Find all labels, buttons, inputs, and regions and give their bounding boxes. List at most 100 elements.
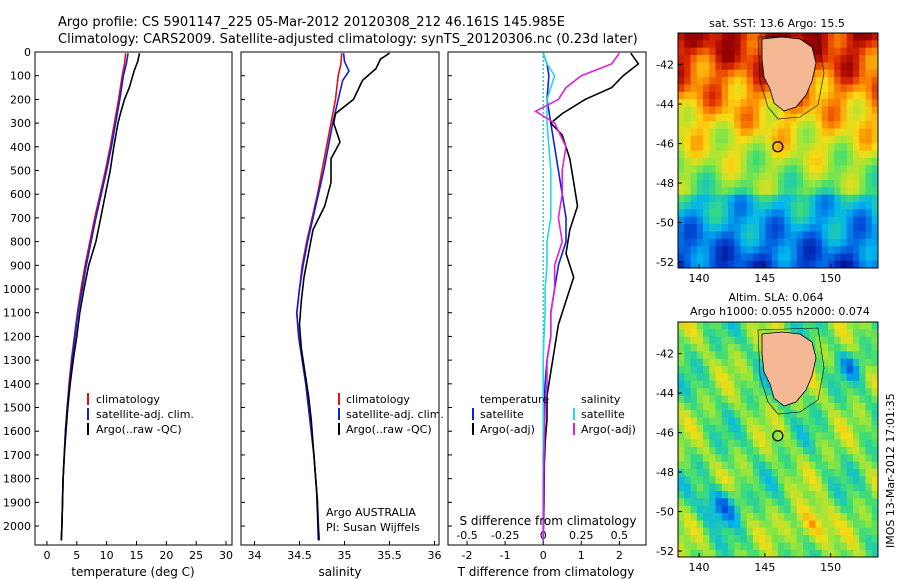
heatmap-cell — [728, 238, 735, 247]
heatmap-cell — [859, 513, 866, 521]
heatmap-cell — [859, 439, 866, 448]
heatmap-cell — [753, 238, 760, 247]
heatmap-cell — [753, 469, 760, 477]
heatmap-cell — [740, 373, 748, 382]
heatmap-cell — [728, 135, 735, 144]
heatmap-cell — [859, 491, 866, 499]
series-line-satellite-salinity — [542, 52, 556, 541]
heatmap-cell — [809, 128, 816, 137]
x-tick-label: 34 — [248, 549, 262, 562]
heatmap-cell — [821, 209, 829, 218]
heatmap-cell — [778, 417, 785, 426]
heatmap-cell — [853, 99, 860, 107]
series-line-argo-adj--salinity — [533, 52, 620, 541]
heatmap-cell — [765, 483, 773, 492]
heatmap-cell — [815, 180, 823, 188]
heatmap-cell — [684, 106, 691, 115]
heatmap-cell — [834, 253, 841, 262]
heatmap-cell — [678, 69, 685, 78]
heatmap-cell — [715, 454, 723, 463]
heatmap-cell — [728, 209, 735, 218]
heatmap-cell — [728, 157, 735, 166]
heatmap-cell — [815, 69, 823, 78]
heatmap-cell — [740, 187, 748, 196]
heatmap-cell — [846, 402, 854, 411]
heatmap-cell — [696, 128, 704, 137]
heatmap-cell — [871, 165, 878, 174]
heatmap-cell — [796, 253, 804, 262]
series-line-argo-raw-qc- — [298, 52, 390, 541]
heatmap-cell — [871, 461, 878, 470]
heatmap-cell — [759, 69, 766, 78]
heatmap-cell — [865, 209, 873, 218]
heatmap-cell — [746, 454, 754, 463]
heatmap-cell — [715, 128, 723, 137]
heatmap-cell — [840, 351, 848, 360]
lat-tick-label: -48 — [656, 177, 674, 190]
heatmap-cell — [696, 77, 704, 85]
heatmap-cell — [853, 40, 860, 49]
heatmap-cell — [828, 366, 835, 374]
heatmap-cell — [709, 231, 716, 240]
heatmap-cell — [828, 47, 835, 56]
heatmap-cell — [803, 395, 810, 404]
heatmap-cell — [715, 461, 723, 470]
heatmap-cell — [765, 476, 773, 485]
heatmap-cell — [821, 388, 829, 396]
heatmap-cell — [821, 505, 829, 514]
heatmap-cell — [840, 77, 848, 85]
heatmap-cell — [678, 253, 685, 262]
heatmap-cell — [840, 121, 848, 129]
heatmap-cell — [696, 476, 704, 485]
heatmap-cell — [778, 491, 785, 499]
heatmap-cell — [703, 432, 710, 440]
heatmap-cell — [871, 329, 878, 338]
heatmap-cell — [865, 410, 873, 418]
heatmap-cell — [684, 358, 691, 367]
heatmap-cell — [684, 549, 691, 557]
heatmap-cell — [728, 62, 735, 71]
heatmap-cell — [740, 128, 748, 137]
heatmap-cell — [759, 461, 766, 470]
heatmap-cell — [678, 106, 685, 115]
heatmap-cell — [834, 395, 841, 404]
heatmap-cell — [828, 143, 835, 151]
heatmap-cell — [784, 535, 791, 543]
heatmap-cell — [865, 202, 873, 210]
heatmap-cell — [790, 542, 798, 551]
heatmap-cell — [771, 194, 779, 203]
heatmap-cell — [690, 172, 698, 181]
heatmap-cell — [696, 150, 704, 159]
heatmap-cell — [853, 380, 860, 389]
heatmap-cell — [796, 527, 804, 536]
heatmap-cell — [753, 505, 760, 514]
heatmap-cell — [815, 246, 823, 254]
heatmap-cell — [684, 469, 691, 477]
heatmap-cell — [728, 461, 735, 470]
heatmap-cell — [746, 238, 754, 247]
heatmap-cell — [678, 439, 685, 448]
heatmap-cell — [834, 238, 841, 247]
heatmap-cell — [753, 410, 760, 418]
heatmap-cell — [790, 513, 798, 521]
heatmap-cell — [790, 231, 798, 240]
heatmap-cell — [721, 483, 729, 492]
heatmap-cell — [734, 231, 741, 240]
heatmap-cell — [821, 231, 829, 240]
heatmap-cell — [815, 366, 823, 374]
heatmap-cell — [796, 238, 804, 247]
heatmap-cell — [859, 238, 866, 247]
heatmap-cell — [746, 55, 754, 63]
heatmap-cell — [721, 373, 729, 382]
legend-label-temp-argo: Argo(-adj) — [480, 423, 535, 436]
heatmap-cell — [846, 336, 854, 345]
heatmap-cell — [840, 373, 848, 382]
heatmap-cell — [865, 322, 873, 330]
heatmap-cell — [721, 469, 729, 477]
heatmap-cell — [828, 99, 835, 107]
heatmap-cell — [840, 476, 848, 485]
heatmap-cell — [859, 165, 866, 174]
heatmap-cell — [809, 157, 816, 166]
heatmap-cell — [796, 172, 804, 181]
heatmap-cell — [840, 165, 848, 174]
